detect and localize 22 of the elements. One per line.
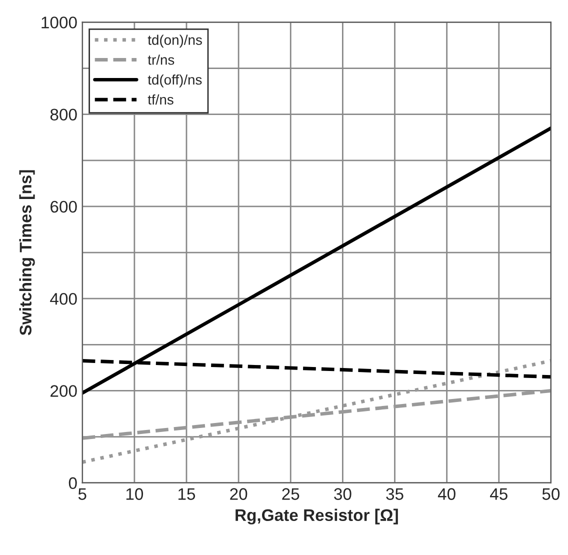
y-tick-label: 0 — [68, 477, 77, 490]
x-axis-title: Rg,Gate Resistor [Ω] — [236, 508, 398, 524]
y-tick-label: 800 — [50, 108, 77, 121]
x-tick-label: 45 — [490, 488, 508, 500]
legend-label: tr/ns — [148, 54, 174, 65]
legend-label: td(on)/ns — [148, 34, 202, 48]
y-tick-label: 200 — [50, 385, 77, 397]
legend-label: td(off)/ns — [148, 74, 202, 88]
x-tick-label: 5 — [78, 488, 86, 500]
x-tick-label: 10 — [126, 488, 144, 500]
y-tick-label: 1000 — [42, 16, 77, 28]
x-tick-label: 30 — [334, 488, 352, 500]
x-tick-label: 25 — [282, 488, 300, 500]
x-tick-label: 40 — [438, 488, 456, 500]
y-tick-label: 400 — [50, 292, 77, 305]
x-tick-label: 20 — [230, 488, 248, 500]
y-tick-label: 600 — [50, 200, 77, 213]
y-axis-title: Switching Times [ns] — [19, 170, 35, 336]
legend-label: tf/ns — [148, 94, 174, 105]
x-tick-label: 50 — [542, 488, 560, 500]
x-tick-label: 35 — [386, 488, 404, 500]
x-tick-label: 15 — [178, 488, 196, 500]
